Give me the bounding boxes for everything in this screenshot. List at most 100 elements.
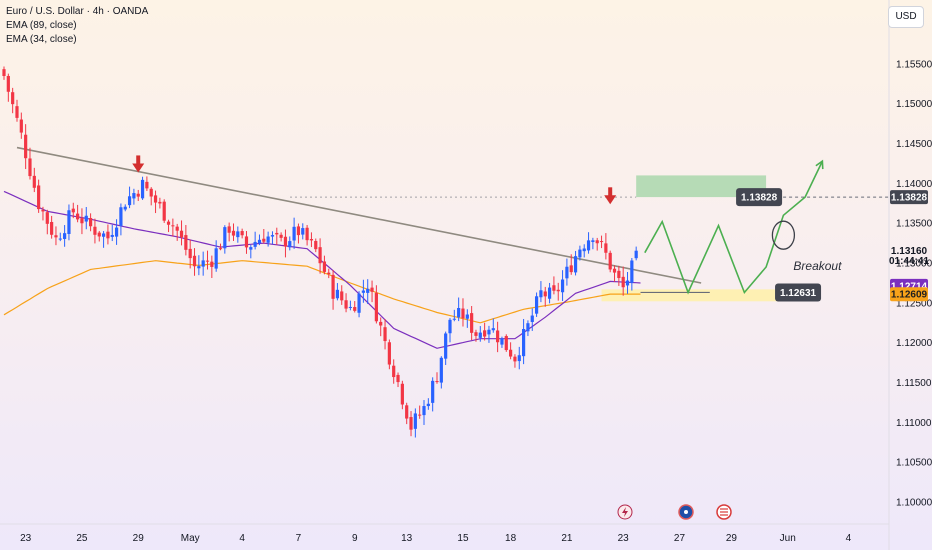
- candle[interactable]: [387, 339, 391, 370]
- candle[interactable]: [314, 238, 318, 253]
- candle[interactable]: [366, 279, 370, 305]
- us-flag-icon[interactable]: [678, 504, 694, 520]
- down-arrow-icon[interactable]: [604, 187, 617, 205]
- candle[interactable]: [63, 225, 67, 247]
- candle[interactable]: [114, 219, 119, 245]
- candle[interactable]: [612, 265, 617, 282]
- candle[interactable]: [279, 232, 283, 242]
- candle[interactable]: [171, 218, 175, 237]
- candle[interactable]: [2, 66, 6, 80]
- candle[interactable]: [496, 321, 500, 353]
- candle[interactable]: [487, 325, 491, 343]
- candle[interactable]: [145, 176, 149, 192]
- candle[interactable]: [266, 231, 270, 247]
- axis-price-tag[interactable]: 1.12609: [890, 287, 928, 302]
- candle[interactable]: [418, 405, 422, 419]
- ema-34-line[interactable]: [3, 190, 641, 349]
- candle[interactable]: [483, 322, 487, 341]
- candle[interactable]: [353, 301, 357, 313]
- candle[interactable]: [400, 380, 404, 410]
- candle[interactable]: [296, 223, 301, 244]
- candle[interactable]: [210, 255, 214, 278]
- candle[interactable]: [348, 300, 352, 311]
- candle[interactable]: [361, 279, 365, 303]
- candle[interactable]: [374, 285, 378, 324]
- candle[interactable]: [586, 232, 591, 254]
- candle[interactable]: [15, 99, 19, 122]
- candle[interactable]: [474, 329, 478, 342]
- candle[interactable]: [383, 319, 387, 350]
- support-zone[interactable]: [601, 289, 806, 302]
- candle[interactable]: [370, 280, 374, 303]
- candle[interactable]: [240, 228, 244, 239]
- candle[interactable]: [6, 73, 10, 102]
- candle[interactable]: [465, 309, 469, 328]
- candle[interactable]: [305, 224, 309, 246]
- candle[interactable]: [457, 297, 461, 322]
- candle[interactable]: [89, 213, 93, 232]
- candle[interactable]: [41, 206, 45, 221]
- candle[interactable]: [136, 189, 140, 202]
- candle[interactable]: [565, 258, 569, 286]
- candle[interactable]: [530, 308, 534, 331]
- candle[interactable]: [244, 230, 249, 254]
- axis-price-tag[interactable]: 01:44:41: [889, 256, 929, 267]
- candle[interactable]: [517, 346, 521, 370]
- candle[interactable]: [509, 342, 513, 360]
- candle[interactable]: [162, 199, 166, 223]
- candle[interactable]: [54, 226, 58, 246]
- candle[interactable]: [625, 272, 630, 294]
- ema-89-legend[interactable]: EMA (89, close): [6, 20, 77, 31]
- breakout-circle[interactable]: [771, 220, 796, 250]
- candle[interactable]: [127, 186, 132, 209]
- candle[interactable]: [11, 87, 15, 114]
- candle[interactable]: [344, 293, 348, 313]
- candle[interactable]: [153, 190, 158, 214]
- candle[interactable]: [231, 223, 236, 241]
- candle[interactable]: [257, 234, 262, 246]
- candle[interactable]: [149, 187, 153, 206]
- candle[interactable]: [470, 306, 474, 341]
- down-arrow-icon[interactable]: [132, 155, 145, 173]
- axis-price-tag[interactable]: 1.13828: [890, 190, 928, 205]
- candle[interactable]: [80, 208, 84, 235]
- candle[interactable]: [188, 239, 192, 269]
- candle[interactable]: [50, 215, 54, 239]
- candle[interactable]: [37, 179, 41, 213]
- candle[interactable]: [327, 268, 331, 279]
- candle[interactable]: [409, 411, 413, 437]
- candle[interactable]: [526, 320, 530, 337]
- candle[interactable]: [522, 318, 526, 365]
- breakout-label[interactable]: Breakout: [793, 259, 842, 273]
- candle[interactable]: [67, 204, 71, 241]
- candle[interactable]: [301, 223, 305, 240]
- target-zone[interactable]: [636, 175, 767, 198]
- candle[interactable]: [335, 283, 340, 301]
- candle[interactable]: [166, 219, 171, 233]
- candle[interactable]: [201, 251, 205, 276]
- candle[interactable]: [24, 124, 28, 170]
- candle[interactable]: [175, 223, 179, 241]
- candle[interactable]: [110, 224, 114, 242]
- candle[interactable]: [608, 250, 612, 273]
- candle[interactable]: [262, 229, 266, 244]
- candle[interactable]: [444, 331, 448, 366]
- candle[interactable]: [76, 204, 80, 223]
- candle[interactable]: [119, 203, 123, 236]
- candle[interactable]: [45, 209, 49, 235]
- candle[interactable]: [270, 231, 275, 245]
- candle[interactable]: [19, 112, 23, 139]
- price-tag[interactable]: 1.12631: [775, 283, 822, 302]
- candle[interactable]: [158, 197, 162, 209]
- candle[interactable]: [491, 318, 495, 333]
- candle[interactable]: [253, 231, 257, 250]
- candle[interactable]: [357, 291, 361, 318]
- candle[interactable]: [534, 292, 539, 317]
- candle[interactable]: [617, 265, 621, 286]
- candle[interactable]: [179, 220, 184, 246]
- candle[interactable]: [595, 237, 599, 251]
- candle[interactable]: [197, 255, 201, 276]
- axis-price-tag[interactable]: 1.13160: [891, 246, 928, 257]
- candle[interactable]: [426, 398, 430, 410]
